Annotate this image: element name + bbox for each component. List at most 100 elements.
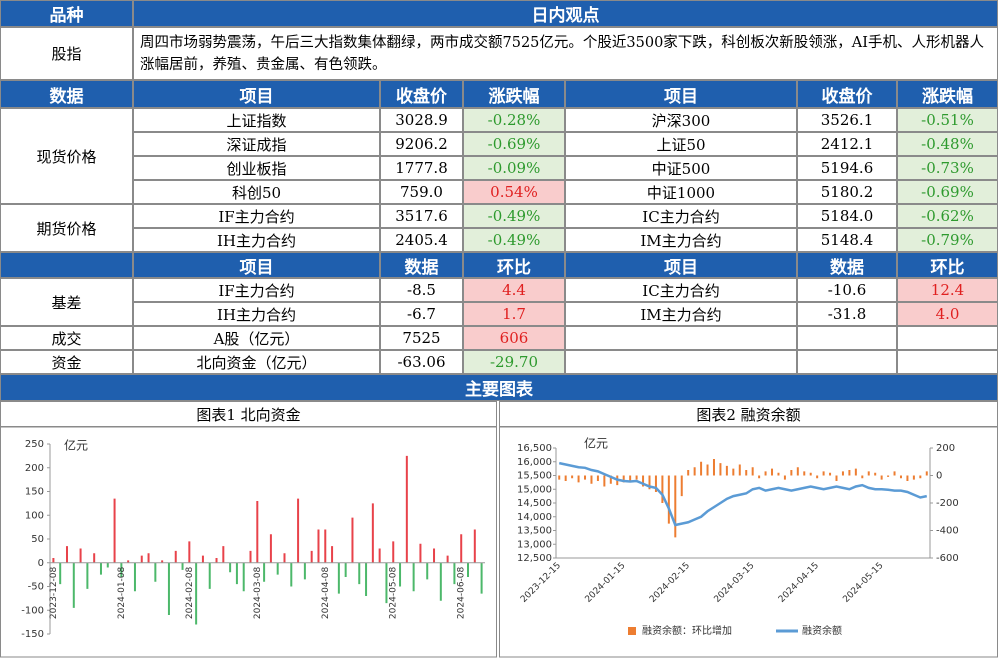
- y2-tick-label: -400: [936, 526, 959, 537]
- bar: [590, 475, 593, 484]
- bar: [324, 529, 327, 563]
- bar: [93, 553, 96, 563]
- bar: [803, 471, 806, 476]
- table-cell: 上证50: [565, 132, 797, 156]
- bar: [700, 461, 703, 476]
- table-cell: 图表1 北向资金: [0, 401, 497, 427]
- table-cell: 3028.9: [380, 108, 463, 132]
- bar: [154, 562, 157, 582]
- bar: [133, 562, 136, 592]
- bar: [140, 555, 143, 563]
- bar: [174, 550, 177, 563]
- table-cell: 3526.1: [797, 108, 897, 132]
- y2-tick-label: 0: [936, 471, 942, 482]
- bar: [392, 541, 395, 563]
- table-cell: 资金: [0, 350, 133, 374]
- table-cell: 9206.2: [380, 132, 463, 156]
- table-cell: -0.69%: [897, 180, 998, 204]
- table-cell: 环比: [463, 252, 565, 278]
- bar: [680, 475, 683, 497]
- bar: [222, 546, 225, 563]
- table-cell: [565, 350, 797, 374]
- bar: [276, 562, 279, 575]
- bar: [412, 562, 415, 592]
- table-cell: [797, 350, 897, 374]
- table-cell: IC主力合约: [565, 278, 797, 302]
- bar: [113, 498, 116, 563]
- table-cell: 3517.6: [380, 204, 463, 228]
- bar: [725, 465, 728, 476]
- x-tick-label: 2024-02-15: [648, 561, 692, 605]
- bar: [256, 501, 259, 563]
- y2-tick-label: -200: [936, 498, 959, 509]
- bar: [269, 534, 272, 563]
- bar: [249, 550, 252, 563]
- bar: [351, 517, 354, 563]
- table-cell: 日内观点: [133, 0, 998, 27]
- table-cell: [565, 326, 797, 350]
- bar: [86, 562, 89, 589]
- bar: [906, 475, 909, 481]
- y-tick-label: 200: [25, 463, 44, 474]
- x-tick-label: 2024-03-15: [712, 561, 756, 605]
- bar: [577, 475, 580, 483]
- y-tick-label: -50: [28, 582, 44, 593]
- bar: [809, 472, 812, 476]
- y-tick-label: 250: [25, 439, 44, 450]
- bar: [835, 475, 838, 481]
- table-cell: -6.7: [380, 302, 463, 326]
- bar: [661, 475, 664, 503]
- bar: [120, 562, 123, 577]
- bar: [473, 529, 476, 563]
- bar: [371, 503, 374, 563]
- bar: [706, 464, 709, 476]
- bar: [629, 475, 632, 481]
- table-cell: -0.49%: [463, 228, 565, 252]
- bar: [745, 470, 748, 476]
- table-cell: 2412.1: [797, 132, 897, 156]
- table-cell: -0.73%: [897, 156, 998, 180]
- table-cell: 基差: [0, 278, 133, 326]
- table-cell: 项目: [133, 252, 380, 278]
- y-tick-label: 16,500: [517, 443, 552, 454]
- bar: [622, 475, 625, 483]
- x-tick-label: 2024-06-08: [457, 566, 467, 619]
- bar: [738, 464, 741, 476]
- table-cell: A股（亿元）: [133, 326, 380, 350]
- bar: [283, 553, 286, 563]
- table-cell: 期货价格: [0, 204, 133, 252]
- y-tick-label: -150: [21, 629, 44, 640]
- bar: [790, 470, 793, 476]
- y-tick-label: 16,000: [517, 457, 552, 468]
- table-cell: IF主力合约: [133, 204, 380, 228]
- y-tick-label: -100: [21, 605, 44, 616]
- bar: [635, 475, 638, 480]
- table-cell: 创业板指: [133, 156, 380, 180]
- y-tick-label: 100: [25, 510, 44, 521]
- bar: [648, 475, 651, 490]
- bar: [467, 562, 470, 577]
- bar: [841, 471, 844, 476]
- bar: [79, 548, 82, 563]
- table-cell: 涨跌幅: [897, 80, 998, 108]
- table-cell: 图表2 融资余额: [499, 401, 998, 427]
- table-cell: -0.79%: [897, 228, 998, 252]
- table-cell: 周四市场弱势震荡，午后三大指数集体翻绿，两市成交额7525亿元。个股近3500家…: [133, 27, 998, 80]
- bar: [480, 562, 483, 594]
- y-tick-label: 50: [31, 534, 44, 545]
- legend-label: 融资余额: [802, 624, 842, 637]
- table-cell: -0.09%: [463, 156, 565, 180]
- table-cell: 1777.8: [380, 156, 463, 180]
- bar: [751, 467, 754, 476]
- bar: [303, 562, 306, 580]
- y2-tick-label: -600: [936, 553, 959, 564]
- table-cell: 现货价格: [0, 108, 133, 204]
- bar: [59, 562, 62, 585]
- bar: [596, 475, 599, 481]
- bar: [867, 471, 870, 476]
- x-tick-label: 2024-03-08: [253, 566, 263, 619]
- bar: [127, 560, 130, 563]
- table-cell: 主要图表: [0, 374, 998, 401]
- table-cell: 科创50: [133, 180, 380, 204]
